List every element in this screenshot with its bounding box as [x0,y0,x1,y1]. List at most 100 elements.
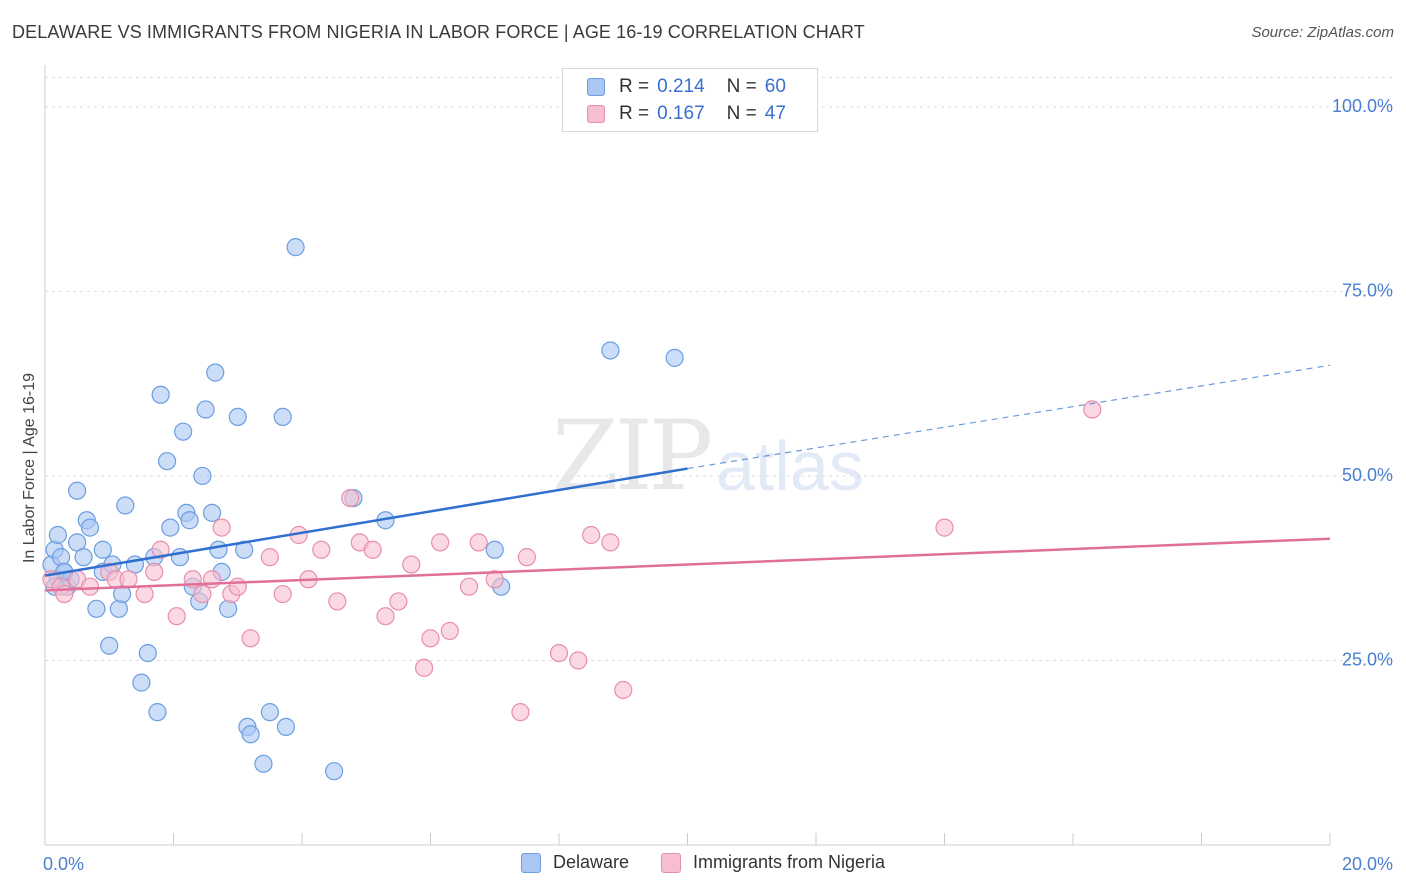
nigeria-point [459,577,479,596]
nigeria-point [935,518,954,537]
nigeria-point [328,592,347,611]
delaware-point [161,518,180,537]
legend-r-label: R = [619,103,650,124]
legend-n-value: 47 [764,103,786,124]
nigeria-point [145,562,164,582]
nigeria-point [511,703,530,722]
delaware-point [276,717,296,737]
delaware-point [206,363,225,382]
legend-swatch-nigeria [661,852,681,873]
delaware-point [80,518,100,537]
delaware-point [219,599,238,618]
legend-r-value: 0.214 [657,76,705,97]
source-credit: Source: ZipAtlas.com [1251,24,1394,41]
delaware-point [74,548,93,567]
delaware-point [180,511,199,530]
legend-r-value: 0.167 [657,103,705,124]
nigeria-point [260,548,279,567]
nigeria-point [167,607,186,626]
delaware-point [93,540,112,559]
legend-row-nigeria: R = 0.167 N = 47 [587,102,786,126]
nigeria-point [402,555,421,574]
nigeria-point [601,533,620,552]
series-legend: Delaware Immigrants from Nigeria [0,852,1406,873]
legend-item-nigeria: Immigrants from Nigeria [661,852,885,873]
delaware-point [209,540,228,559]
nigeria-point [80,577,100,596]
nigeria-point [614,680,633,700]
nigeria-point [389,592,408,611]
delaware-point [174,422,193,441]
nigeria-point [431,533,450,552]
delaware-point [51,548,71,567]
delaware-point [260,703,279,722]
delaware-point [325,762,344,781]
nigeria-point [212,518,231,537]
x-tick-label: 20.0% [1342,854,1393,874]
nigeria-point [202,570,222,589]
delaware-point [151,385,170,404]
delaware-point [196,400,215,419]
legend-label-delaware: Delaware [552,852,629,872]
legend-r-label: R = [619,76,650,97]
delaware-point [254,754,273,773]
y-axis-label: In Labor Force | Age 16-19 [21,372,38,564]
watermark-atlas: atlas [716,427,864,505]
delaware-point [241,725,260,744]
legend-item-delaware: Delaware [520,852,629,873]
delaware-point [202,503,222,522]
watermark-zip: ZIP [552,400,713,512]
delaware-point [48,525,67,545]
delaware-point [138,643,157,663]
nigeria-point [228,577,247,596]
legend-swatch-delaware [520,852,541,873]
x-tick-label: 0.0% [43,854,84,874]
nigeria-point [569,651,588,670]
delaware-trendline-extension [687,364,1331,470]
nigeria-point [273,584,292,604]
delaware-point [157,452,177,471]
delaware-point [100,636,119,655]
delaware-point [273,407,292,427]
nigeria-point [517,548,536,567]
delaware-point [228,407,247,427]
delaware-point [193,466,212,486]
delaware-point [485,540,504,559]
legend-n-label: N = [726,76,757,97]
chart-title: DELAWARE VS IMMIGRANTS FROM NIGERIA IN L… [12,22,865,42]
delaware-point [148,703,167,722]
delaware-point [132,673,151,692]
legend-n-label: N = [726,103,757,124]
delaware-point [116,496,135,515]
nigeria-point [376,607,395,626]
nigeria-point [485,570,504,589]
y-tick-label: 25.0% [1342,649,1393,669]
legend-swatch-delaware [587,78,605,96]
y-tick-label: 50.0% [1342,465,1393,485]
nigeria-point [135,584,154,604]
delaware-trendline [44,467,688,577]
legend-n-value: 60 [764,76,786,97]
correlation-legend: R = 0.214 N = 60 R = 0.167 N = 47 [562,68,818,132]
nigeria-point [341,488,360,508]
nigeria-point [241,629,260,648]
legend-row-delaware: R = 0.214 N = 60 [587,75,786,99]
nigeria-point [119,570,138,589]
legend-swatch-nigeria [587,105,605,123]
nigeria-point [312,540,331,559]
y-tick-label: 75.0% [1342,280,1393,300]
nigeria-point [1083,400,1102,419]
delaware-point [286,238,305,257]
delaware-point [87,599,106,618]
delaware-point [68,481,87,500]
nigeria-point [414,658,434,677]
nigeria-point [549,643,569,663]
nigeria-trendline [44,537,1331,592]
y-tick-label: 100.0% [1332,96,1393,116]
nigeria-point [440,621,459,641]
delaware-point [665,348,684,367]
legend-label-nigeria: Immigrants from Nigeria [693,852,886,872]
nigeria-point [582,525,601,545]
delaware-point [601,341,620,360]
